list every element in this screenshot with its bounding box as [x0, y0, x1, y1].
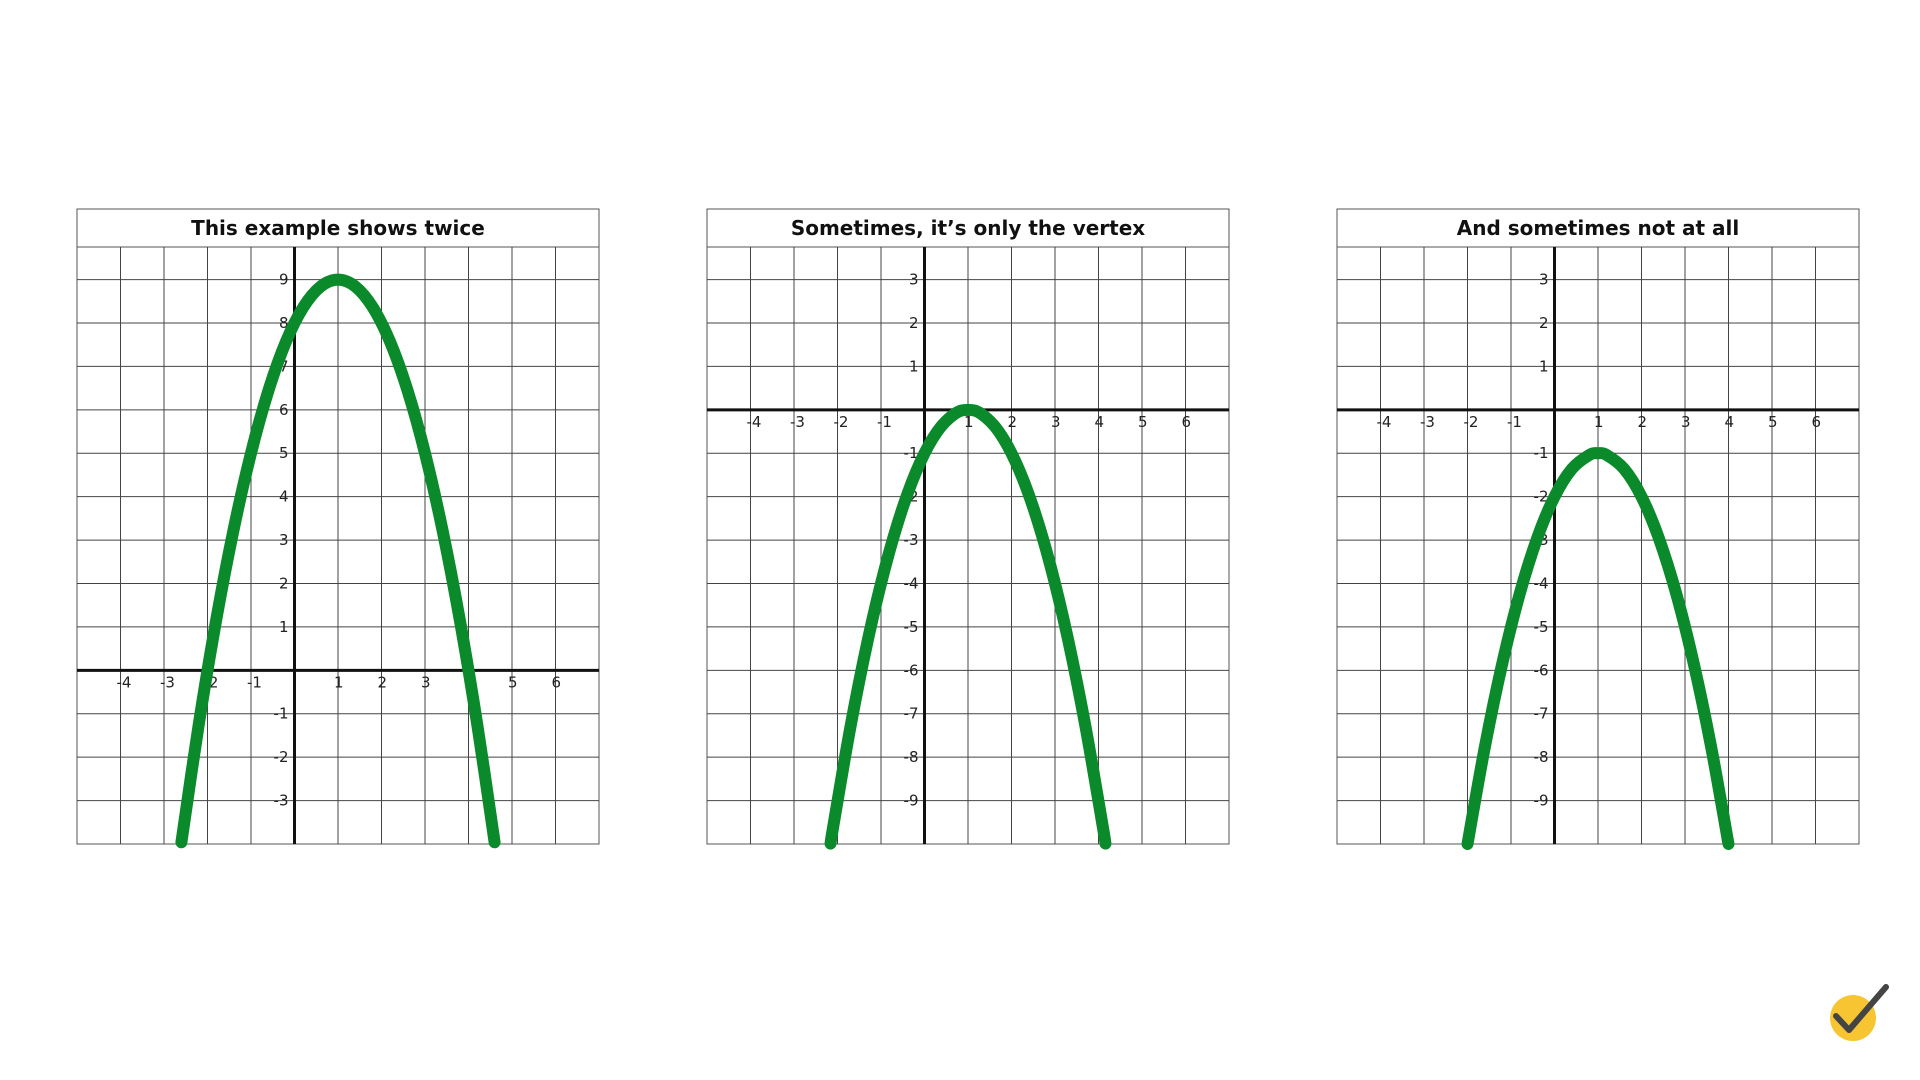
chart-title: And sometimes not at all [1457, 216, 1739, 240]
y-tick-label: -4 [904, 574, 919, 592]
chart: This example shows twice -4 -3 -2 -1 1 2 3 4 5 6 9 8… [76, 208, 600, 849]
x-tick-label: -4 [1377, 413, 1392, 431]
x-tick-label: 1 [334, 673, 344, 691]
header-box [706, 208, 1230, 248]
x-tick-label: -3 [1420, 413, 1435, 431]
y-tick-label: 1 [279, 618, 289, 636]
x-tick-label: 6 [1182, 413, 1192, 431]
x-tick-label: -3 [160, 673, 175, 691]
y-tick-label: 2 [279, 574, 289, 592]
x-tick-label: 6 [552, 673, 562, 691]
y-tick-label: 3 [1539, 271, 1549, 289]
y-tick-label: -6 [1534, 661, 1549, 679]
x-tick-label: -1 [877, 413, 892, 431]
y-tick-label: -9 [1534, 792, 1549, 810]
y-tick-label: -1 [904, 444, 919, 462]
y-tick-label: -9 [904, 792, 919, 810]
logo [1830, 984, 1889, 1041]
y-tick-label: 2 [909, 314, 919, 332]
x-tick-label: 1 [964, 413, 974, 431]
x-tick-label: 2 [1638, 413, 1648, 431]
y-tick-label: -2 [1534, 488, 1549, 506]
y-tick-label: -7 [904, 705, 919, 723]
x-tick-label: 3 [1681, 413, 1691, 431]
curve [1461, 447, 1735, 850]
header-box [76, 208, 600, 248]
y-tick-label: -3 [274, 792, 289, 810]
y-tick-label: -5 [1534, 618, 1549, 636]
logo-circle [1830, 995, 1876, 1041]
curve [824, 403, 1112, 850]
y-tick-label: -5 [904, 618, 919, 636]
y-tick-label: 5 [279, 444, 289, 462]
x-tick-label: -1 [1507, 413, 1522, 431]
curve [175, 273, 501, 849]
x-tick-label: -2 [834, 413, 849, 431]
y-tick-label: 4 [279, 488, 289, 506]
y-tick-label: 2 [1539, 314, 1549, 332]
x-tick-label: 1 [1594, 413, 1604, 431]
chart-title: This example shows twice [191, 216, 485, 240]
y-tick-label: -8 [904, 748, 919, 766]
y-tick-label: 1 [909, 357, 919, 375]
y-tick-label: 6 [279, 401, 289, 419]
x-tick-label: 4 [1725, 413, 1735, 431]
y-tick-label: -6 [904, 661, 919, 679]
x-tick-label: -4 [117, 673, 132, 691]
y-tick-label: 3 [909, 271, 919, 289]
y-tick-label: 8 [279, 314, 289, 332]
x-tick-label: 5 [1138, 413, 1148, 431]
y-tick-label: -7 [1534, 705, 1549, 723]
chart: Sometimes, it’s only the vertex -4 -3 -2 -1 1… [706, 208, 1230, 850]
x-tick-label: -1 [247, 673, 262, 691]
x-tick-label: 2 [378, 673, 388, 691]
y-tick-label: -1 [274, 705, 289, 723]
x-tick-label: -3 [790, 413, 805, 431]
y-tick-label: 9 [279, 271, 289, 289]
y-tick-label: -1 [1534, 444, 1549, 462]
x-tick-label: 4 [1095, 413, 1105, 431]
x-tick-label: -2 [1464, 413, 1479, 431]
y-tick-label: 7 [279, 357, 289, 375]
x-tick-label: 5 [508, 673, 518, 691]
y-tick-label: 1 [1539, 357, 1549, 375]
y-tick-label: -4 [1534, 574, 1549, 592]
x-tick-label: 3 [421, 673, 431, 691]
x-tick-label: 6 [1812, 413, 1822, 431]
x-tick-label: 5 [1768, 413, 1778, 431]
y-tick-label: -2 [274, 748, 289, 766]
chart: And sometimes not at all -4 -3 -2 -1 1 2 3 4 5 6 3 2… [1336, 208, 1860, 850]
y-tick-label: -8 [1534, 748, 1549, 766]
x-tick-label: 2 [1008, 413, 1018, 431]
y-tick-label: -3 [904, 531, 919, 549]
logo-check [1833, 984, 1889, 1033]
y-tick-label: 3 [279, 531, 289, 549]
chart-title: Sometimes, it’s only the vertex [791, 216, 1145, 240]
x-tick-label: 3 [1051, 413, 1061, 431]
x-tick-label: -4 [747, 413, 762, 431]
